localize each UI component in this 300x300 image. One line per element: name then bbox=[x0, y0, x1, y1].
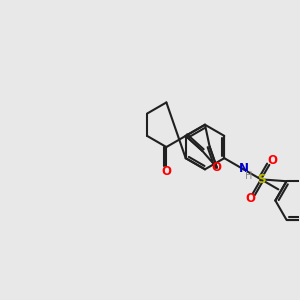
Text: O: O bbox=[267, 154, 277, 167]
Text: O: O bbox=[212, 161, 222, 174]
Text: H: H bbox=[245, 171, 252, 181]
Text: N: N bbox=[238, 162, 249, 175]
Text: S: S bbox=[257, 173, 265, 186]
Text: O: O bbox=[161, 165, 171, 178]
Text: O: O bbox=[245, 192, 255, 205]
